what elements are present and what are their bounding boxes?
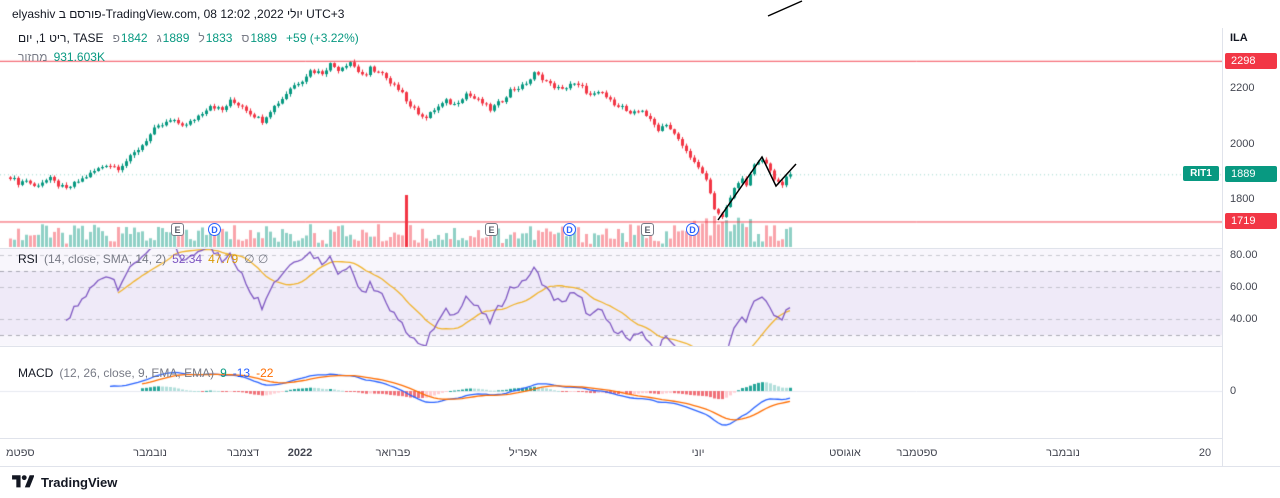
earnings-marker[interactable]: E — [641, 223, 654, 236]
time-axis-label: אפריל — [508, 447, 538, 459]
volume-label: מחזור — [18, 50, 48, 64]
rsi-params: (14, close, SMA, 14, 2) — [44, 252, 167, 266]
volume-legend: מחזור 931.603K — [18, 50, 105, 64]
macd-legend: MACD (12, 26, close, 9, EMA, EMA) 9 -13 … — [18, 366, 273, 380]
rsi-value: 52.34 — [172, 252, 203, 266]
time-axis-label: 20 — [1198, 447, 1212, 459]
time-axis-label: נובמבר — [1046, 447, 1080, 459]
published-bar: elyashiv פורסם ב-TradingView.com, 08 יול… — [0, 0, 1280, 28]
chart-area[interactable]: ריט 1, יום, TASE פ 1842 ג 1889 ל 1833 ס 1889… — [0, 28, 1222, 466]
high-value: ג 1889 — [156, 31, 190, 45]
dividend-marker[interactable]: D — [563, 223, 576, 236]
price-axis-label: 2200 — [1230, 82, 1255, 94]
time-axis-label: יוני — [691, 447, 705, 459]
time-axis-label: דצמבר — [226, 447, 260, 459]
time-axis-label: פברואר — [375, 447, 411, 459]
rsi-title: RSI — [18, 252, 39, 266]
panel-separator — [0, 346, 1280, 347]
brand-name[interactable]: TradingView — [41, 475, 118, 490]
time-axis-label: ספטמ — [6, 447, 35, 459]
macd-hist-value: 9 — [220, 366, 227, 380]
panel-separator — [0, 248, 1280, 249]
published-text: elyashiv פורסם ב-TradingView.com, 08 יול… — [12, 7, 345, 21]
price-axis-label: 40.00 — [1230, 313, 1258, 325]
footer: TradingView — [0, 466, 1280, 498]
change-value: +59 (+3.22%) — [286, 31, 359, 45]
price-axis-badge: 2298 — [1225, 53, 1277, 69]
chart-canvas[interactable] — [0, 28, 1222, 438]
time-axis-label: אוגוסט — [829, 447, 861, 459]
macd-params: (12, 26, close, 9, EMA, EMA) — [59, 366, 215, 380]
macd-signal-value: -22 — [256, 366, 274, 380]
price-axis-label: 60.00 — [1230, 281, 1258, 293]
price-axis[interactable]: ILA 2298 2200 2000 1889 1800 1719 80.00 60.00 40.… — [1222, 28, 1280, 466]
symbol-title: ריט 1, יום, TASE — [18, 31, 104, 45]
price-axis-badge: 1889 — [1225, 166, 1277, 182]
price-axis-badge: 1719 — [1225, 213, 1277, 229]
symbol-legend: ריט 1, יום, TASE פ 1842 ג 1889 ל 1833 ס 1889… — [18, 31, 359, 45]
rsi-ma-value: 47.79 — [208, 252, 239, 266]
symbol-price-tag: RIT1 — [1183, 166, 1219, 181]
earnings-marker[interactable]: E — [171, 223, 184, 236]
earnings-marker[interactable]: E — [485, 223, 498, 236]
macd-title: MACD — [18, 366, 54, 380]
panel-separator — [0, 438, 1280, 439]
price-axis-label: ILA — [1230, 32, 1248, 44]
rsi-legend: RSI (14, close, SMA, 14, 2) 52.34 47.79 … — [18, 252, 268, 266]
dividend-marker[interactable]: D — [208, 223, 221, 236]
macd-line-value: -13 — [232, 366, 251, 380]
time-axis-label: 2022 — [287, 447, 313, 459]
dividend-marker[interactable]: D — [686, 223, 699, 236]
time-axis-label: נובמבר — [133, 447, 167, 459]
price-axis-label: 2000 — [1230, 138, 1255, 150]
close-value: ס 1889 — [241, 31, 278, 45]
price-axis-label: 80.00 — [1230, 249, 1258, 261]
volume-value: 931.603K — [53, 50, 105, 64]
low-value: ל 1833 — [198, 31, 233, 45]
price-axis-label: 0 — [1230, 385, 1237, 397]
time-axis[interactable]: ספטמ נובמבר דצמבר 2022 פברואר אפריל יוני אוגוסט… — [0, 438, 1222, 466]
price-axis-label: 1800 — [1230, 193, 1255, 205]
tradingview-logo-icon[interactable] — [12, 474, 34, 491]
open-value: פ 1842 — [112, 31, 148, 45]
time-axis-label: ספטמבר — [896, 447, 938, 459]
rsi-empty-values: ∅ ∅ — [244, 252, 269, 266]
